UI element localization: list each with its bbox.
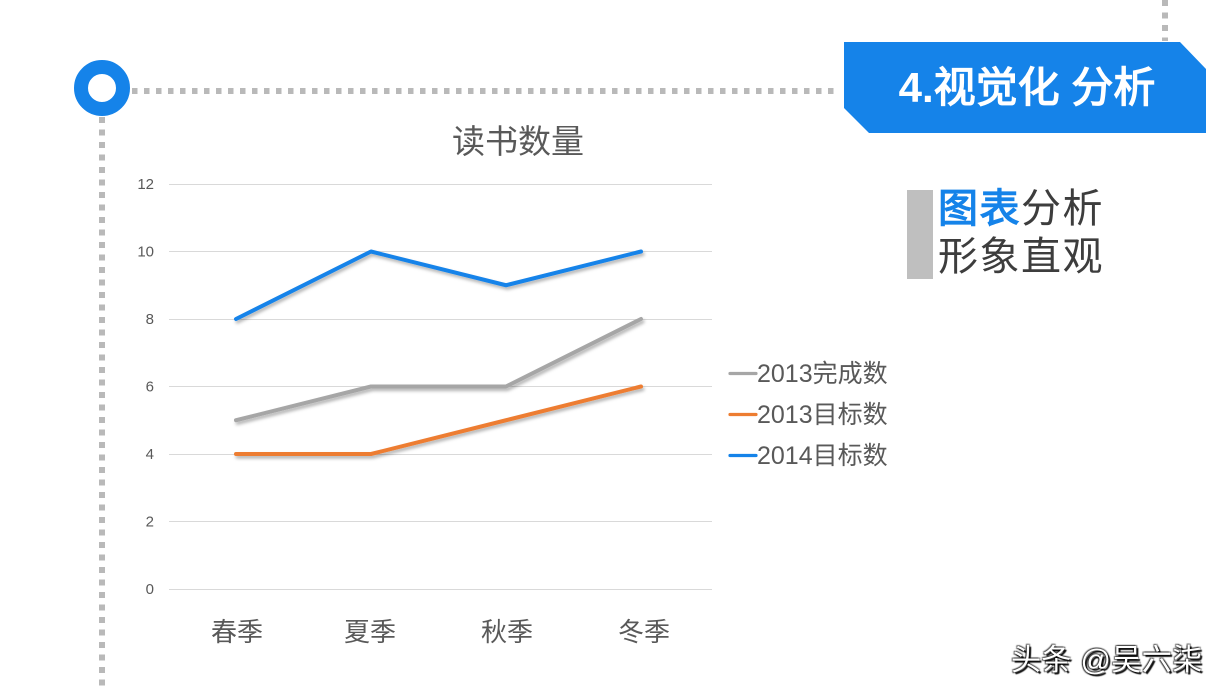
- svg-text:2: 2: [146, 514, 154, 531]
- svg-text:0: 0: [146, 581, 154, 598]
- svg-text:12: 12: [137, 176, 154, 193]
- svg-text:10: 10: [137, 244, 154, 261]
- svg-text:夏季: 夏季: [344, 617, 396, 647]
- svg-text:春季: 春季: [211, 617, 263, 647]
- svg-text:8: 8: [146, 311, 154, 328]
- svg-text:冬季: 冬季: [618, 617, 670, 647]
- svg-text:2013目标数: 2013目标数: [757, 401, 888, 429]
- svg-text:6: 6: [146, 379, 154, 396]
- svg-text:2013完成数: 2013完成数: [757, 360, 888, 388]
- svg-text:秋季: 秋季: [481, 617, 533, 647]
- svg-text:读书数量: 读书数量: [452, 123, 584, 160]
- svg-text:4: 4: [146, 446, 154, 463]
- svg-text:2014目标数: 2014目标数: [757, 442, 888, 470]
